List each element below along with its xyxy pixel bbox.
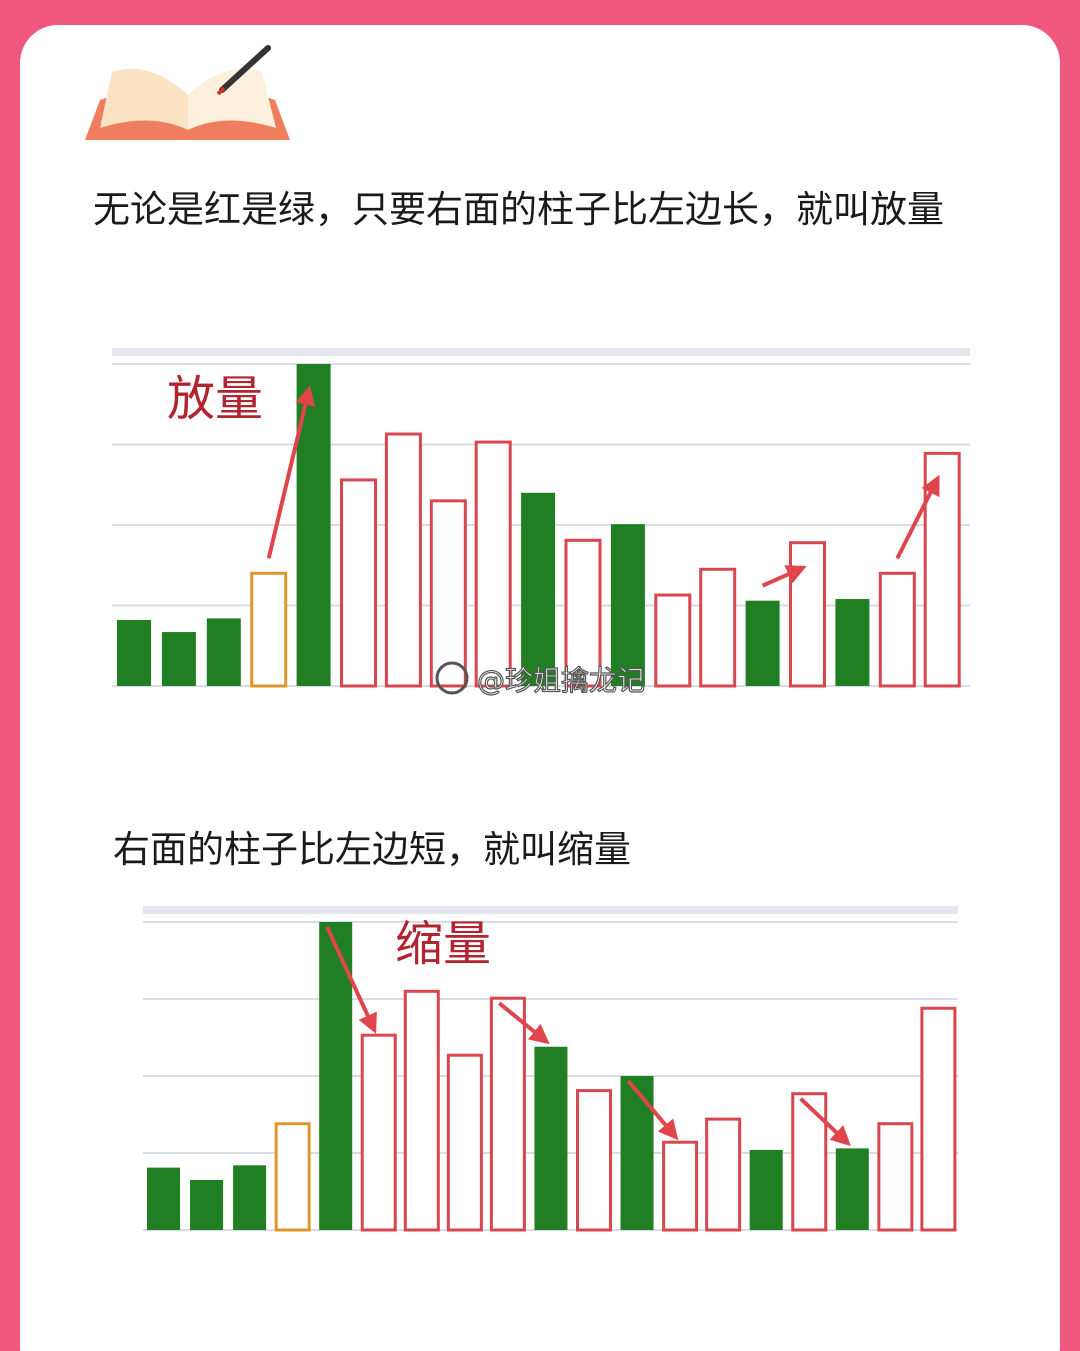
bar bbox=[384, 432, 422, 688]
bar bbox=[620, 1076, 654, 1230]
chart-band bbox=[143, 906, 958, 914]
bar bbox=[274, 1122, 311, 1232]
bar bbox=[190, 1179, 224, 1230]
bar bbox=[429, 499, 467, 688]
bar bbox=[446, 1053, 483, 1232]
bar bbox=[403, 989, 440, 1232]
card bbox=[20, 25, 1060, 1351]
watermark-text: @珍姐擒龙记 bbox=[477, 664, 645, 697]
arrow bbox=[325, 926, 377, 1034]
bar bbox=[877, 1122, 914, 1232]
caption-text: 右面的柱子比左边短，就叫缩量 bbox=[113, 828, 631, 871]
bar bbox=[745, 600, 780, 686]
arrow bbox=[498, 1001, 550, 1045]
arrow bbox=[266, 385, 316, 559]
bar bbox=[749, 1149, 783, 1230]
bar bbox=[789, 541, 826, 688]
bar bbox=[161, 632, 196, 686]
arrow bbox=[626, 1079, 679, 1141]
bar bbox=[699, 567, 737, 688]
watermark-icon bbox=[435, 661, 469, 695]
annotation: 放量 bbox=[167, 371, 263, 427]
bar bbox=[340, 478, 377, 688]
bar bbox=[878, 571, 916, 688]
bar bbox=[791, 1092, 828, 1232]
bar bbox=[920, 1006, 957, 1232]
bar bbox=[360, 1033, 397, 1232]
annotation: 缩量 bbox=[395, 916, 491, 972]
bar bbox=[705, 1117, 742, 1232]
bar bbox=[206, 618, 241, 686]
arrow bbox=[895, 474, 940, 560]
bar bbox=[835, 1148, 869, 1230]
bar bbox=[233, 1165, 267, 1230]
bar bbox=[474, 440, 512, 688]
intro-text: 无论是红是绿，只要右面的柱子比左边长，就叫放量 bbox=[93, 188, 944, 231]
bar bbox=[117, 619, 151, 686]
watermark: @珍姐擒龙记 bbox=[435, 661, 646, 698]
bar bbox=[654, 593, 692, 688]
bar bbox=[923, 451, 961, 688]
bar bbox=[576, 1089, 612, 1232]
bar bbox=[534, 1046, 568, 1230]
book-icon bbox=[85, 45, 290, 140]
bar bbox=[564, 538, 602, 688]
bar bbox=[835, 599, 870, 686]
bar bbox=[521, 492, 556, 686]
bar bbox=[147, 1167, 180, 1230]
bar bbox=[662, 1140, 699, 1232]
bar bbox=[250, 571, 288, 688]
bar bbox=[489, 996, 526, 1232]
bar bbox=[610, 524, 645, 686]
chart-band bbox=[112, 348, 970, 356]
arrow bbox=[799, 1097, 851, 1147]
arrow bbox=[761, 565, 807, 588]
